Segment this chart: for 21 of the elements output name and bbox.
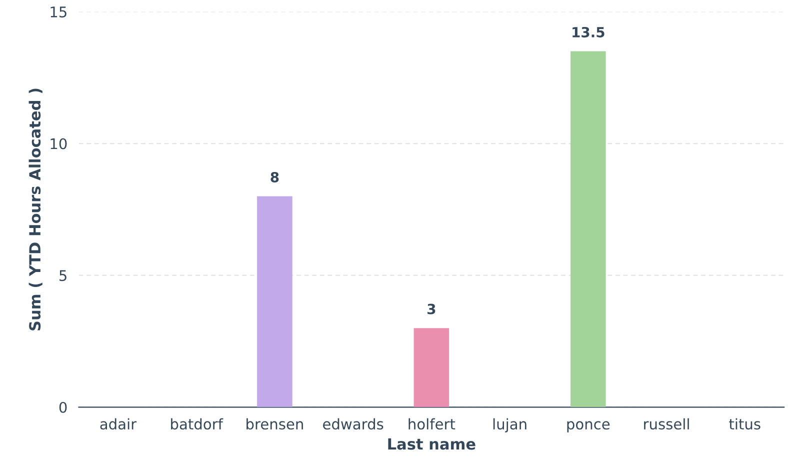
x-axis-title: Last name <box>388 438 476 450</box>
bar <box>570 51 606 408</box>
x-tick-label: holfert <box>408 418 456 430</box>
data-label: 13.5 <box>572 26 604 38</box>
x-tick-label: edwards <box>323 418 384 430</box>
bar <box>257 196 292 408</box>
data-label: 8 <box>270 172 279 182</box>
x-tick-label: adair <box>100 418 137 430</box>
y-tick-label: 0 <box>59 402 67 413</box>
x-tick-label: brensen <box>246 418 303 430</box>
y-axis-title: Sum ( YTD Hours Allocated ) <box>28 88 42 330</box>
x-tick-label: titus <box>729 418 760 430</box>
y-tick-label: 5 <box>60 270 66 282</box>
x-tick-label: russell <box>644 418 689 430</box>
bar <box>414 328 450 408</box>
x-tick-label: ponce <box>567 421 610 432</box>
x-tick-label: lujan <box>493 418 526 432</box>
data-label: 3 <box>428 304 436 314</box>
y-tick-label: 10 <box>50 138 67 150</box>
x-tick-label: batdorf <box>171 418 224 430</box>
y-tick-label: 15 <box>50 6 66 18</box>
